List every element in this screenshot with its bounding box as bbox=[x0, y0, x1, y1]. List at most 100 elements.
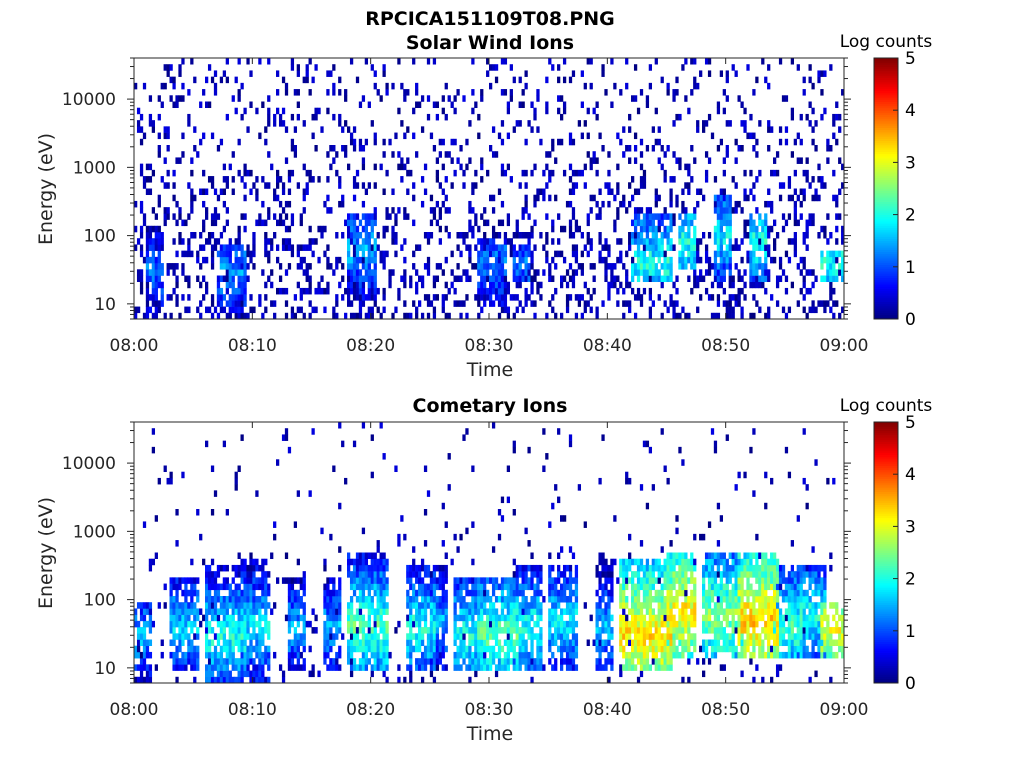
heatmap-cell bbox=[205, 596, 209, 603]
heatmap-cell bbox=[385, 207, 389, 214]
heatmap-cell bbox=[347, 571, 351, 578]
heatmap-cell bbox=[616, 132, 620, 140]
colorbar-swatch bbox=[874, 238, 898, 242]
heatmap-cell bbox=[746, 232, 750, 239]
heatmap-cell bbox=[382, 639, 386, 647]
heatmap-cell bbox=[270, 552, 274, 560]
heatmap-cell bbox=[205, 651, 209, 659]
heatmap-cell bbox=[604, 263, 608, 270]
heatmap-cell bbox=[524, 200, 528, 208]
heatmap-cell bbox=[560, 627, 564, 634]
heatmap-cell bbox=[261, 658, 265, 665]
heatmap-cell bbox=[175, 101, 179, 109]
heatmap-cell bbox=[290, 213, 295, 220]
heatmap-cell bbox=[216, 614, 221, 622]
heatmap-cell bbox=[240, 287, 244, 295]
heatmap-cell bbox=[468, 614, 472, 622]
heatmap-cell bbox=[332, 306, 336, 314]
heatmap-cell bbox=[190, 602, 194, 609]
heatmap-cell bbox=[622, 571, 626, 578]
heatmap-cell bbox=[391, 238, 395, 245]
heatmap-cell bbox=[651, 126, 655, 133]
heatmap-cell bbox=[601, 200, 605, 208]
heatmap-cell bbox=[261, 176, 265, 183]
heatmap-cell bbox=[554, 484, 558, 491]
heatmap-cell bbox=[234, 471, 238, 479]
heatmap-cell bbox=[252, 676, 256, 684]
heatmap-cell bbox=[545, 182, 549, 189]
heatmap-cell bbox=[725, 207, 729, 214]
heatmap-cell bbox=[690, 145, 694, 152]
heatmap-cell bbox=[506, 620, 511, 628]
heatmap-cell bbox=[740, 120, 744, 127]
heatmap-cell bbox=[228, 589, 232, 597]
heatmap-cell bbox=[506, 651, 511, 659]
heatmap-cell bbox=[252, 658, 256, 665]
heatmap-cell bbox=[352, 250, 357, 258]
heatmap-cell bbox=[704, 169, 709, 177]
x-tick-label: 08:30 bbox=[465, 336, 514, 356]
heatmap-cell bbox=[237, 244, 241, 251]
heatmap-cell bbox=[456, 157, 460, 164]
heatmap-cell bbox=[542, 244, 546, 251]
heatmap-cell bbox=[193, 577, 197, 584]
heatmap-cell bbox=[216, 670, 221, 678]
heatmap-cell bbox=[157, 113, 161, 121]
heatmap-cell bbox=[349, 645, 354, 653]
heatmap-cell bbox=[267, 602, 271, 609]
heatmap-cell bbox=[829, 232, 833, 239]
heatmap-cell bbox=[704, 244, 709, 251]
heatmap-cell bbox=[477, 664, 481, 671]
heatmap-cell bbox=[267, 182, 271, 189]
heatmap-cell bbox=[601, 571, 605, 578]
heatmap-cell bbox=[666, 596, 670, 603]
heatmap-cell bbox=[601, 614, 605, 622]
heatmap-cell bbox=[376, 608, 380, 615]
heatmap-cell bbox=[773, 219, 777, 227]
heatmap-cell bbox=[491, 589, 496, 597]
heatmap-cell bbox=[426, 589, 431, 597]
heatmap-cell bbox=[459, 633, 463, 640]
heatmap-cell bbox=[142, 82, 147, 90]
heatmap-cell bbox=[678, 232, 682, 239]
heatmap-cell bbox=[160, 232, 164, 239]
heatmap-cell bbox=[187, 213, 191, 220]
heatmap-cell bbox=[370, 294, 374, 301]
colorbar-swatch bbox=[874, 162, 898, 165]
heatmap-cell bbox=[441, 608, 445, 615]
heatmap-cell bbox=[154, 312, 158, 320]
heatmap-cell bbox=[154, 275, 158, 283]
heatmap-cell bbox=[657, 564, 661, 572]
heatmap-cell bbox=[172, 658, 176, 665]
heatmap-cell bbox=[663, 225, 667, 233]
heatmap-cell bbox=[651, 614, 655, 622]
heatmap-cell bbox=[385, 676, 389, 684]
heatmap-cell bbox=[420, 200, 425, 208]
heatmap-cell bbox=[663, 577, 667, 584]
heatmap-cell bbox=[237, 564, 241, 572]
heatmap-cell bbox=[376, 577, 380, 584]
heatmap-cell bbox=[486, 633, 490, 640]
heatmap-cell bbox=[187, 620, 191, 628]
heatmap-cell bbox=[287, 169, 292, 177]
heatmap-cell bbox=[548, 269, 552, 276]
heatmap-cell bbox=[216, 658, 221, 665]
heatmap-cell bbox=[406, 157, 410, 164]
heatmap-cell bbox=[565, 269, 570, 276]
heatmap-cell bbox=[503, 620, 508, 628]
heatmap-cell bbox=[719, 213, 724, 220]
heatmap-cell bbox=[527, 120, 531, 127]
heatmap-cell bbox=[157, 250, 161, 258]
heatmap-cell bbox=[542, 664, 546, 671]
heatmap-cell bbox=[826, 256, 830, 264]
heatmap-cell bbox=[660, 645, 664, 653]
heatmap-cell bbox=[571, 608, 576, 615]
heatmap-cell bbox=[557, 571, 561, 578]
heatmap-cell bbox=[530, 602, 534, 609]
heatmap-cell bbox=[601, 608, 605, 615]
colorbar-swatch bbox=[874, 234, 898, 237]
heatmap-cell bbox=[672, 219, 676, 227]
heatmap-cell bbox=[172, 633, 176, 640]
colorbar-swatch bbox=[874, 195, 898, 198]
heatmap-cell bbox=[565, 608, 570, 615]
